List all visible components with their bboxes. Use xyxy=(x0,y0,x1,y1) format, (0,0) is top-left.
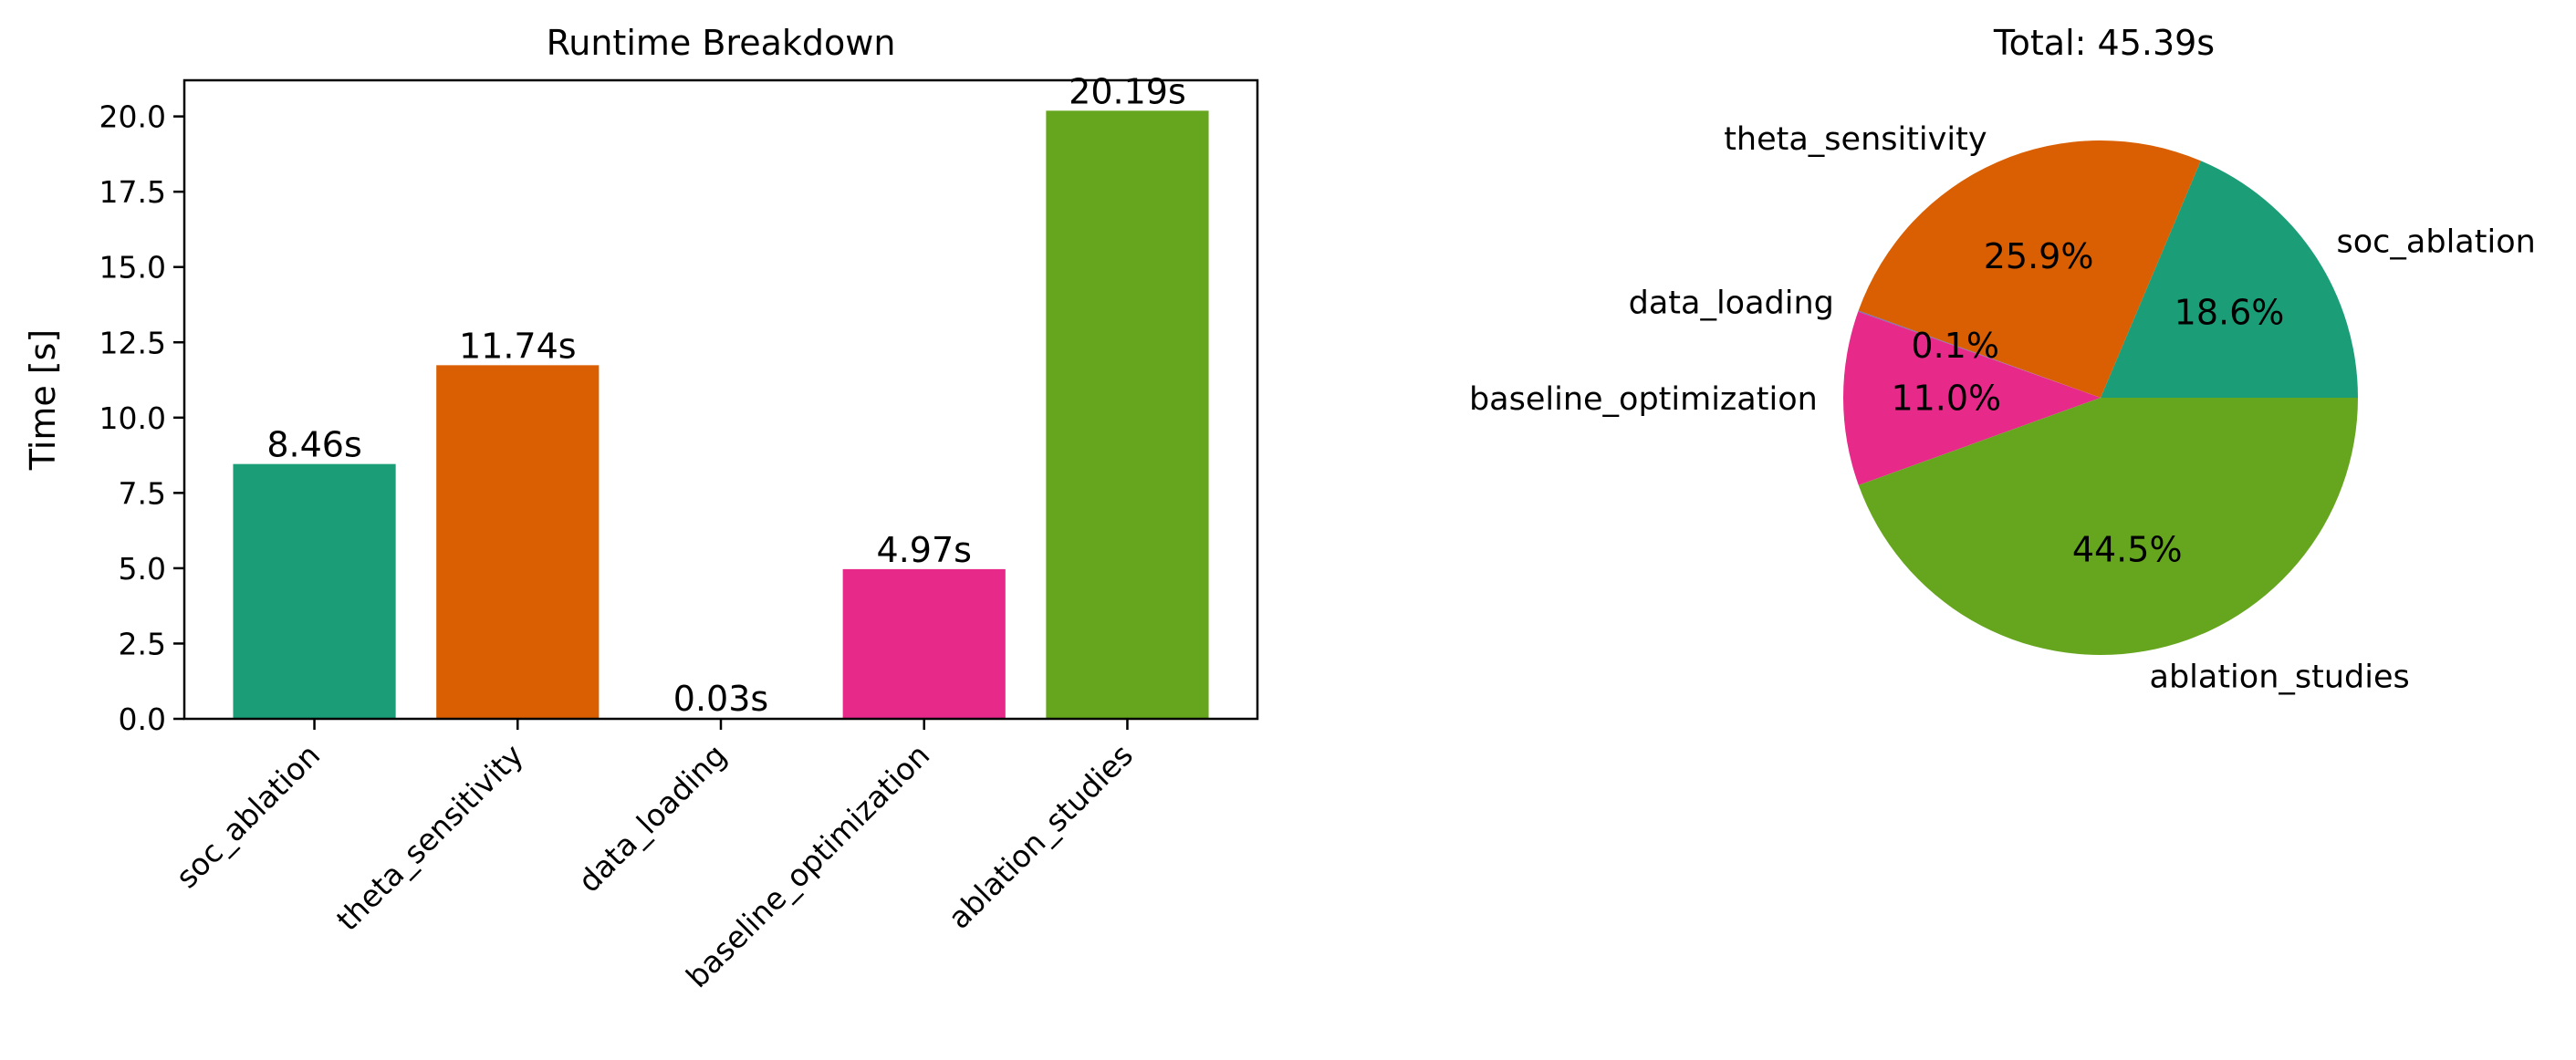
pie-label-soc-ablation: soc_ablation xyxy=(2337,224,2536,261)
y-tick-label: 17.5 xyxy=(99,174,166,210)
bar-ablation-studies xyxy=(1046,110,1209,719)
y-tick-label: 5.0 xyxy=(119,551,166,587)
pie-percent-label: 44.5% xyxy=(2072,530,2183,570)
pie-slices xyxy=(1843,140,2358,655)
x-axis-ticks: soc_ablation theta_sensitivity data_loadin… xyxy=(169,719,1140,994)
bar-theta-sensitivity xyxy=(436,365,600,719)
bar-baseline-optimization xyxy=(842,568,1006,719)
pie-percent-label: 25.9% xyxy=(1984,236,2094,276)
x-tick-label: soc_ablation xyxy=(169,737,327,895)
y-axis-label: Time [s] xyxy=(23,329,63,472)
y-tick-label: 15.0 xyxy=(99,250,166,286)
y-tick-label: 12.5 xyxy=(99,325,166,360)
y-tick-label: 20.0 xyxy=(99,99,166,135)
pie-slice-soc-ablation xyxy=(2101,161,2358,398)
y-tick-label: 10.0 xyxy=(99,400,166,436)
pie-slice-data-loading xyxy=(1858,310,2101,398)
bar-value-label: 11.74s xyxy=(459,326,577,366)
y-tick-label: 0.0 xyxy=(119,701,166,737)
bar-soc-ablation xyxy=(233,463,396,719)
bar-chart-title: Runtime Breakdown xyxy=(547,23,896,63)
pie-label-baseline-optimization: baseline_optimization xyxy=(1469,381,1818,418)
pie-chart-title: Total: 45.39s xyxy=(1993,23,2215,63)
y-tick-label: 7.5 xyxy=(119,475,166,511)
pie-percent-label: 18.6% xyxy=(2174,292,2285,332)
pie-label-theta-sensitivity: theta_sensitivity xyxy=(1724,121,1987,158)
bar-value-label: 0.03s xyxy=(673,679,768,719)
bar-data-labels: 8.46s 11.74s 0.03s 4.97s 20.19s xyxy=(266,71,1185,719)
bar-value-label: 8.46s xyxy=(266,425,361,465)
x-tick-label: theta_sensitivity xyxy=(329,737,530,938)
pie-label-data-loading: data_loading xyxy=(1629,286,1834,322)
pie-chart: Total: 45.39s soc_ablation theta_sensitiv… xyxy=(1469,23,2536,696)
bar-value-label: 20.19s xyxy=(1069,71,1186,111)
bar-value-label: 4.97s xyxy=(877,530,972,570)
pie-slice-theta-sensitivity xyxy=(1858,140,2201,398)
x-tick-label: data_loading xyxy=(571,737,734,899)
pie-slice-ablation-studies xyxy=(1858,398,2358,655)
y-tick-label: 2.5 xyxy=(119,626,166,661)
y-axis-ticks: 0.0 2.5 5.0 7.5 10.0 12.5 15.0 17.5 20.0 xyxy=(99,99,184,737)
pie-percent-labels: 18.6% 25.9% 0.1% 11.0% 44.5% xyxy=(1891,236,2284,570)
pie-label-ablation-studies: ablation_studies xyxy=(2150,660,2410,696)
pie-percent-label: 0.1% xyxy=(1911,326,1999,366)
plot-frame xyxy=(183,78,1259,721)
pie-percent-label: 11.0% xyxy=(1891,378,2001,418)
pie-slice-baseline-optimization xyxy=(1843,311,2101,485)
bars xyxy=(233,110,1209,719)
bar-chart: Runtime Breakdown 0.0 2.5 5.0 7.5 10.0 12.5 15… xyxy=(23,23,1259,994)
pie-labels: soc_ablation theta_sensitivity data_loadin… xyxy=(1469,121,2536,696)
x-tick-label: ablation_studies xyxy=(941,737,1140,936)
